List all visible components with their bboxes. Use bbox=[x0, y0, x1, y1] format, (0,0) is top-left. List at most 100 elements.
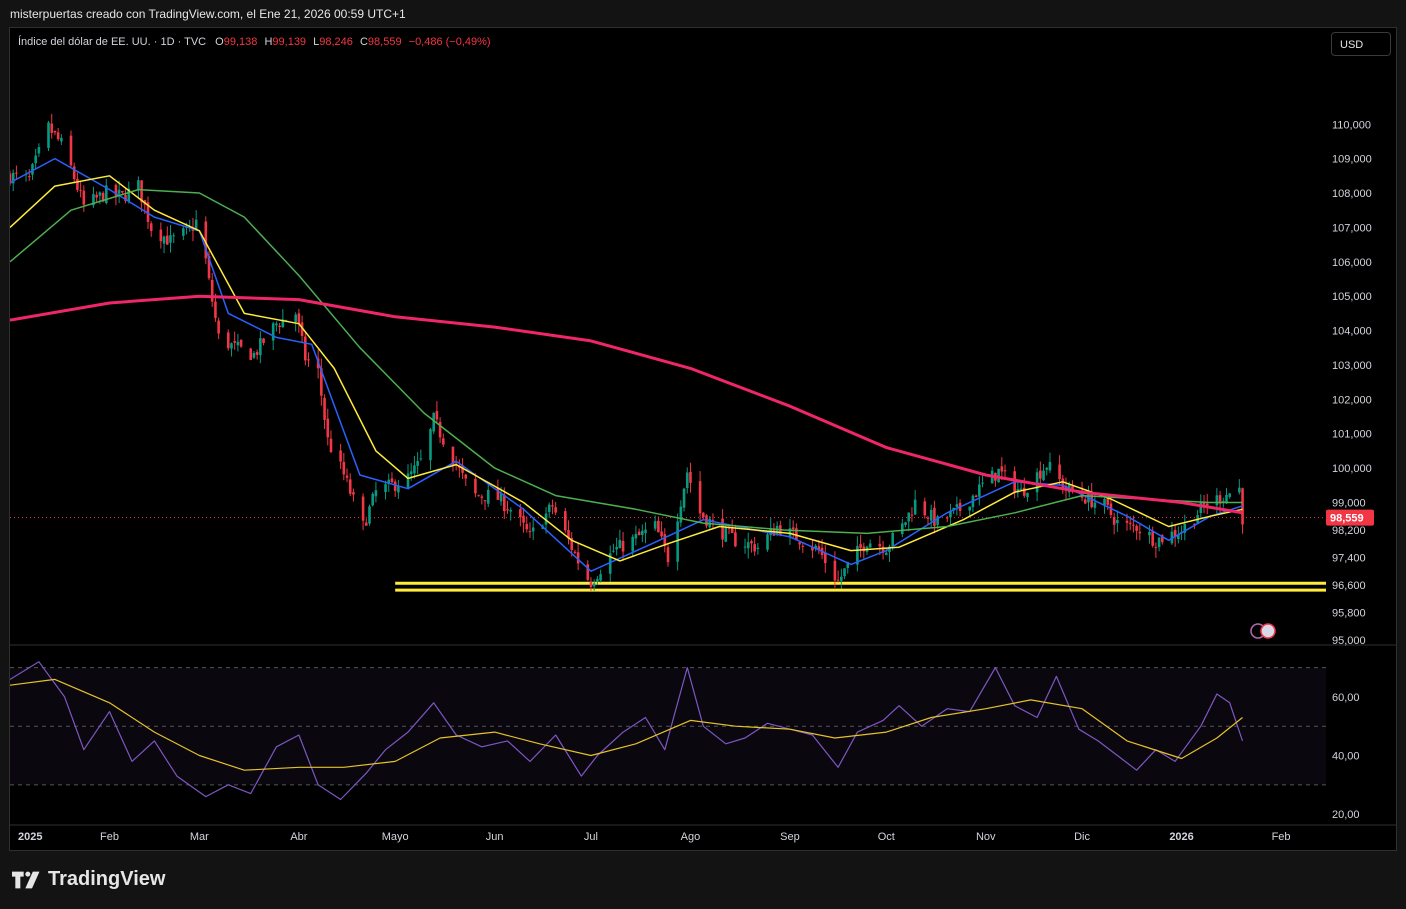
candle bbox=[1061, 478, 1065, 489]
candle bbox=[352, 492, 355, 495]
high-label: H bbox=[264, 36, 273, 48]
candle bbox=[480, 496, 484, 498]
candle bbox=[791, 527, 795, 530]
y-tick-label: 104,000 bbox=[1332, 326, 1372, 338]
candle bbox=[1003, 470, 1007, 472]
candle bbox=[34, 155, 37, 164]
candle bbox=[442, 438, 445, 445]
candle bbox=[1058, 464, 1061, 480]
candle bbox=[1019, 488, 1023, 490]
candle bbox=[544, 513, 548, 525]
candle bbox=[474, 478, 477, 494]
candle bbox=[1173, 529, 1177, 537]
tradingview-logo[interactable]: TradingView bbox=[12, 868, 165, 891]
candle bbox=[926, 517, 930, 519]
candle bbox=[657, 520, 660, 533]
candle bbox=[53, 130, 57, 133]
tradingview-logo-icon bbox=[12, 871, 40, 888]
rsi-line bbox=[10, 661, 1244, 801]
x-tick-label: 2026 bbox=[1169, 831, 1193, 843]
candle bbox=[95, 194, 98, 198]
y-tick-label: 100,000 bbox=[1332, 463, 1372, 475]
candle bbox=[461, 465, 464, 473]
candle bbox=[833, 560, 837, 581]
candle bbox=[660, 531, 663, 537]
candle bbox=[551, 505, 554, 507]
candle bbox=[98, 192, 102, 196]
candle bbox=[945, 517, 949, 519]
close-value: 98,559 bbox=[367, 36, 402, 48]
x-tick-label: Feb bbox=[1272, 831, 1291, 843]
candle bbox=[1193, 523, 1196, 525]
rsi-tick-label: 20,00 bbox=[1332, 809, 1360, 821]
chart-frame: 110,000 109,000 108,000 107,000 106,000 105,0… bbox=[9, 27, 1397, 851]
candle bbox=[702, 512, 705, 518]
last-price-tag bbox=[1326, 509, 1374, 526]
x-tick-label: Feb bbox=[100, 831, 119, 843]
candle bbox=[361, 496, 365, 521]
candle bbox=[252, 352, 256, 358]
candle bbox=[836, 579, 840, 581]
candle bbox=[387, 479, 391, 484]
candle bbox=[746, 542, 750, 549]
symbol-info[interactable]: Índice del dólar de EE. UU. · 1D · TVC bbox=[18, 36, 207, 48]
candle bbox=[631, 536, 634, 552]
x-tick-label: Mayo bbox=[382, 831, 409, 843]
candle bbox=[519, 509, 522, 518]
candle bbox=[397, 486, 400, 493]
candle bbox=[259, 338, 262, 356]
chart-attribution: misterpuertas creado con TradingView.com… bbox=[10, 7, 406, 21]
candle bbox=[929, 509, 933, 521]
y-tick-label: 105,000 bbox=[1332, 291, 1372, 303]
y-tick-label: 109,000 bbox=[1332, 154, 1372, 166]
candle bbox=[1170, 531, 1174, 544]
candle bbox=[1083, 499, 1087, 504]
candle bbox=[368, 506, 371, 524]
y-tick-label: 110,000 bbox=[1332, 119, 1371, 131]
x-tick-label: Jun bbox=[486, 831, 504, 843]
candle bbox=[1132, 524, 1135, 526]
candle bbox=[968, 506, 972, 511]
candle bbox=[278, 325, 281, 328]
candle bbox=[878, 543, 882, 547]
candle bbox=[570, 538, 574, 551]
candle bbox=[666, 547, 670, 563]
candle bbox=[323, 397, 326, 420]
candle bbox=[37, 147, 41, 154]
candle bbox=[528, 531, 532, 533]
candle bbox=[1228, 493, 1232, 497]
high-value: 99,139 bbox=[272, 36, 307, 48]
candle bbox=[1202, 502, 1206, 505]
candle bbox=[207, 256, 211, 279]
close-label: C bbox=[359, 36, 368, 48]
y-tick-label: 106,000 bbox=[1332, 257, 1372, 269]
candle bbox=[1138, 531, 1142, 534]
us-flag-icon bbox=[1260, 623, 1276, 639]
candle bbox=[432, 412, 435, 432]
candle bbox=[1048, 462, 1052, 471]
candle bbox=[634, 534, 638, 539]
candle bbox=[127, 188, 131, 202]
chart-canvas[interactable]: 110,000 109,000 108,000 107,000 106,000 105,0… bbox=[10, 28, 1396, 850]
candle bbox=[846, 562, 850, 568]
candle bbox=[653, 521, 657, 529]
candle bbox=[348, 479, 352, 494]
y-tick-label: 103,000 bbox=[1332, 360, 1372, 372]
rsi-tick-label: 60,00 bbox=[1332, 692, 1360, 704]
candle bbox=[1199, 502, 1203, 513]
candle bbox=[1128, 522, 1132, 524]
candle bbox=[1026, 492, 1029, 498]
currency-button[interactable]: USD bbox=[1331, 32, 1391, 56]
footer-brand: TradingView bbox=[48, 868, 166, 890]
candle bbox=[262, 338, 265, 343]
candle bbox=[1116, 519, 1119, 524]
candle bbox=[689, 471, 692, 483]
candle bbox=[117, 189, 121, 194]
candle bbox=[608, 553, 612, 574]
candle bbox=[162, 236, 166, 244]
x-tick-label: Nov bbox=[976, 831, 996, 843]
candle bbox=[284, 319, 288, 321]
candle bbox=[618, 539, 622, 549]
candle bbox=[294, 314, 297, 322]
candle bbox=[586, 564, 590, 580]
